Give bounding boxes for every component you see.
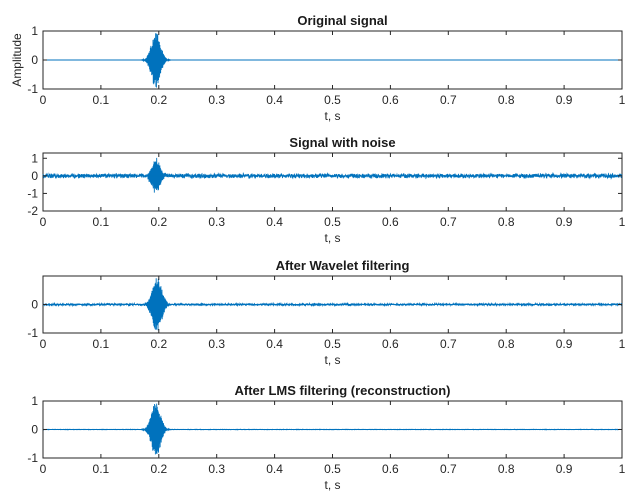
- chart-title: Original signal: [297, 13, 387, 28]
- y-tick-label: 0: [31, 169, 38, 183]
- y-tick-label: 0: [31, 298, 38, 312]
- chart-title: After Wavelet filtering: [276, 258, 410, 273]
- y-tick-label: 1: [31, 24, 38, 38]
- y-tick-label: 1: [31, 394, 38, 408]
- y-tick-label: 0: [31, 53, 38, 67]
- x-tick-label: 0.6: [382, 337, 399, 351]
- x-tick-label: 1: [619, 93, 626, 107]
- axes-box: [42, 152, 623, 212]
- y-tick-label: 1: [31, 151, 38, 165]
- x-tick-label: 0: [40, 462, 47, 476]
- x-tick-label: 0.5: [324, 93, 341, 107]
- x-tick-label: 0: [40, 337, 47, 351]
- x-tick-label: 0.9: [556, 337, 573, 351]
- x-tick-label: 0.2: [150, 462, 167, 476]
- x-tick-label: 0.4: [266, 337, 283, 351]
- chart-title: Signal with noise: [289, 135, 395, 150]
- x-tick-label: 0.6: [382, 462, 399, 476]
- x-tick-label: 1: [619, 215, 626, 229]
- x-tick-label: 0.7: [440, 462, 457, 476]
- x-axis-label: t, s: [324, 353, 340, 367]
- x-tick-label: 0.6: [382, 215, 399, 229]
- y-tick-label: 0: [31, 423, 38, 437]
- subplot-2: 0 0.1 0.2 0.3 0.4 0.5 0.6 0.7 0.8 0.9 1 1 0 -1 -2 Signa…: [27, 135, 625, 245]
- x-tick-label: 1: [619, 337, 626, 351]
- x-tick-label: 0.3: [208, 337, 225, 351]
- x-tick-label: 0.1: [93, 337, 110, 351]
- x-tick-label: 0.3: [208, 462, 225, 476]
- y-tick-label: -1: [27, 82, 38, 96]
- x-tick-label: 0.8: [498, 462, 515, 476]
- x-tick-label: 0.5: [324, 215, 341, 229]
- x-tick-label: 0.7: [440, 337, 457, 351]
- x-tick-label: 0.1: [93, 215, 110, 229]
- x-tick-label: 0.8: [498, 215, 515, 229]
- x-tick-label: 0.2: [150, 93, 167, 107]
- chart-title: After LMS filtering (reconstruction): [235, 383, 451, 398]
- x-tick-label: 0.7: [440, 93, 457, 107]
- y-tick-label: -1: [27, 451, 38, 465]
- x-axis-label: t, s: [324, 478, 340, 492]
- x-tick-label: 0: [40, 93, 47, 107]
- x-tick-label: 0.5: [324, 337, 341, 351]
- x-axis-label: t, s: [324, 109, 340, 123]
- x-tick-label: 0.3: [208, 93, 225, 107]
- x-tick-label: 0.6: [382, 93, 399, 107]
- x-tick-label: 0.4: [266, 462, 283, 476]
- x-axis-label: t, s: [324, 231, 340, 245]
- y-tick-label: -1: [27, 326, 38, 340]
- x-tick-label: 0.9: [556, 462, 573, 476]
- x-tick-label: 0: [40, 215, 47, 229]
- x-tick-label: 0.5: [324, 462, 341, 476]
- y-axis-label: Amplitude: [10, 33, 24, 87]
- x-tick-label: 0.4: [266, 93, 283, 107]
- x-tick-label: 0.9: [556, 215, 573, 229]
- y-tick-label: -2: [27, 204, 38, 218]
- x-tick-label: 0.1: [93, 462, 110, 476]
- x-tick-label: 0.3: [208, 215, 225, 229]
- x-tick-label: 0.4: [266, 215, 283, 229]
- x-tick-label: 0.8: [498, 337, 515, 351]
- x-tick-label: 1: [619, 462, 626, 476]
- subplot-1: 0 0.1 0.2 0.3 0.4 0.5 0.6 0.7 0.8 0.9 110-1Origina…: [10, 13, 626, 123]
- x-tick-label: 0.2: [150, 337, 167, 351]
- x-tick-label: 0.7: [440, 215, 457, 229]
- x-tick-label: 0.8: [498, 93, 515, 107]
- x-tick-label: 0.9: [556, 93, 573, 107]
- x-tick-label: 0.1: [93, 93, 110, 107]
- x-tick-label: 0.2: [150, 215, 167, 229]
- y-tick-label: -1: [27, 186, 38, 200]
